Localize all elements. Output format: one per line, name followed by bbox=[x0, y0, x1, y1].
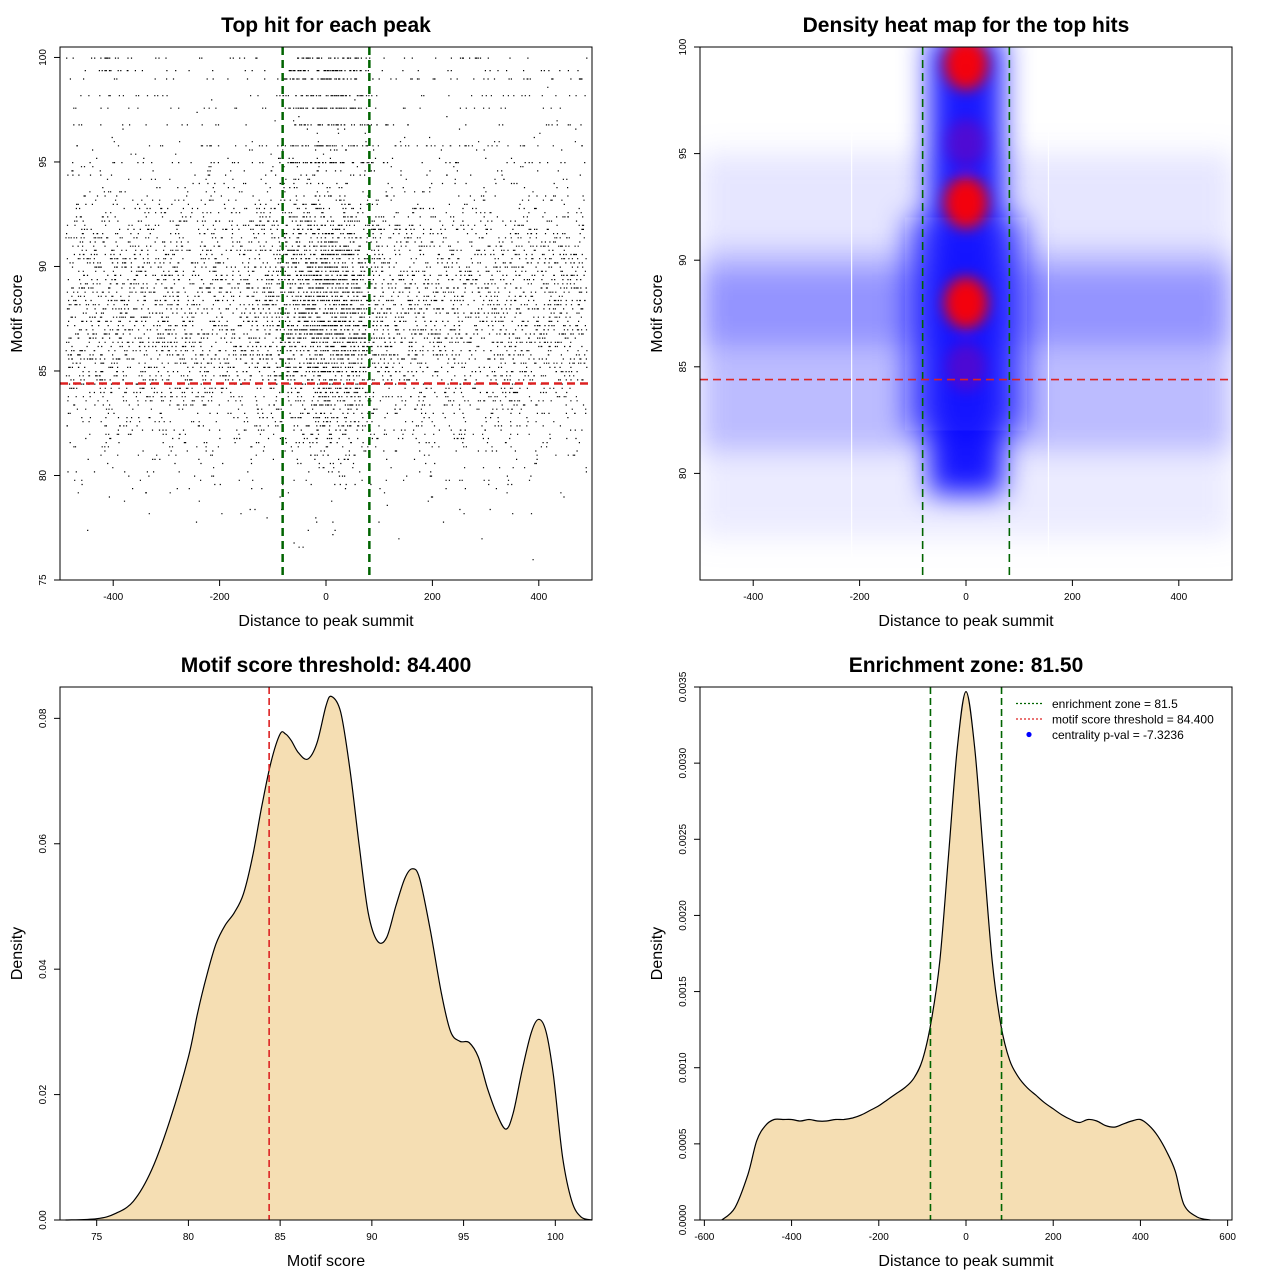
y-tick-label: 85 bbox=[678, 361, 689, 373]
legend: enrichment zone = 81.5 motif score thresh… bbox=[1016, 697, 1214, 742]
chart-title: Motif score threshold: 84.400 bbox=[181, 654, 472, 677]
x-tick-label: 400 bbox=[1132, 1232, 1149, 1243]
y-tick-label: 0.02 bbox=[38, 1084, 49, 1104]
x-tick-label: 200 bbox=[1064, 592, 1081, 603]
density-curve bbox=[721, 690, 1211, 1221]
chart-title: Top hit for each peak bbox=[221, 14, 431, 37]
y-tick-label: 85 bbox=[38, 365, 49, 377]
x-tick-label: 200 bbox=[1045, 1232, 1062, 1243]
y-axis-label: Density bbox=[9, 927, 26, 980]
y-axis-label: Motif score bbox=[9, 274, 26, 352]
y-tick-label: 0.0010 bbox=[678, 1052, 689, 1083]
density-hotspot bbox=[946, 118, 986, 167]
y-tick-label: 95 bbox=[678, 148, 689, 160]
x-tick-label: 400 bbox=[1170, 592, 1187, 603]
plot-frame bbox=[59, 46, 593, 581]
density-area bbox=[65, 696, 592, 1220]
x-tick-label: 75 bbox=[91, 1232, 103, 1243]
y-tick-label: 0.0025 bbox=[678, 824, 689, 855]
y-tick-label: 80 bbox=[38, 469, 49, 481]
y-tick-label: 0.0035 bbox=[678, 671, 689, 702]
density-hotspot bbox=[946, 342, 986, 391]
y-tick-label: 0.0020 bbox=[678, 900, 689, 931]
plot-frame bbox=[699, 46, 1233, 581]
x-tick-label: 600 bbox=[1219, 1232, 1236, 1243]
y-tick-label: 75 bbox=[38, 574, 49, 586]
scatter-points bbox=[65, 57, 588, 561]
y-tick-label: 0.06 bbox=[38, 834, 49, 854]
y-axis-label: Density bbox=[649, 927, 666, 980]
legend-label: centrality p-val = -7.3236 bbox=[1052, 728, 1184, 742]
density-area bbox=[721, 691, 1211, 1220]
chart-title: Enrichment zone: 81.50 bbox=[849, 654, 1084, 677]
x-tick-label: 85 bbox=[275, 1232, 287, 1243]
y-tick-label: 95 bbox=[38, 156, 49, 168]
x-tick-label: 80 bbox=[183, 1232, 195, 1243]
distance-density-panel: Enrichment zone: 81.50 Distance to peak s… bbox=[649, 654, 1236, 1270]
x-tick-label: -400 bbox=[782, 1232, 802, 1243]
x-tick-label: 0 bbox=[963, 1232, 969, 1243]
y-tick-label: 80 bbox=[678, 467, 689, 479]
y-tick-label: 90 bbox=[38, 260, 49, 272]
x-tick-label: -600 bbox=[694, 1232, 714, 1243]
plot-frame bbox=[59, 686, 593, 1221]
y-tick-label: 0.0030 bbox=[678, 747, 689, 778]
x-tick-label: 100 bbox=[547, 1232, 564, 1243]
y-tick-label: 0.0005 bbox=[678, 1128, 689, 1159]
y-tick-label: 0.0000 bbox=[678, 1204, 689, 1235]
x-tick-label: -200 bbox=[869, 1232, 889, 1243]
scatter-panel: Top hit for each peak Distance to peak su… bbox=[9, 14, 593, 630]
x-tick-label: 0 bbox=[963, 592, 969, 603]
x-tick-label: 90 bbox=[366, 1232, 378, 1243]
density-hotspot bbox=[944, 276, 988, 329]
y-tick-label: 0.08 bbox=[38, 708, 49, 728]
x-tick-label: 0 bbox=[323, 592, 329, 603]
legend-label: motif score threshold = 84.400 bbox=[1052, 713, 1214, 727]
x-tick-label: 400 bbox=[530, 592, 547, 603]
x-axis-label: Distance to peak summit bbox=[878, 1253, 1054, 1270]
legend-marker bbox=[1026, 731, 1032, 738]
y-axis-label: Motif score bbox=[649, 274, 666, 352]
heatmap-field bbox=[700, 47, 1232, 580]
heatmap-panel: Density heat map for the top hits Distanc… bbox=[649, 14, 1233, 630]
y-tick-label: 100 bbox=[678, 38, 689, 55]
x-tick-label: -200 bbox=[210, 592, 230, 603]
x-axis-label: Distance to peak summit bbox=[878, 613, 1054, 630]
density-hotspot bbox=[944, 176, 988, 229]
legend-label: enrichment zone = 81.5 bbox=[1052, 697, 1178, 711]
chart-title: Density heat map for the top hits bbox=[803, 14, 1130, 37]
x-tick-label: -400 bbox=[743, 592, 763, 603]
y-tick-label: 0.04 bbox=[38, 959, 49, 979]
x-tick-label: 95 bbox=[458, 1232, 470, 1243]
y-tick-label: 100 bbox=[38, 49, 49, 66]
density-column bbox=[904, 47, 1028, 495]
density-hotspot bbox=[944, 47, 988, 91]
x-tick-label: 200 bbox=[424, 592, 441, 603]
y-tick-label: 0.0015 bbox=[678, 976, 689, 1007]
x-tick-label: -200 bbox=[850, 592, 870, 603]
density-curve bbox=[65, 695, 593, 1221]
x-axis-label: Distance to peak summit bbox=[238, 613, 414, 630]
y-tick-label: 0.00 bbox=[38, 1210, 49, 1230]
scatter-point-cloud bbox=[65, 57, 588, 561]
x-tick-label: -400 bbox=[103, 592, 123, 603]
y-tick-label: 90 bbox=[678, 254, 689, 266]
plot-frame bbox=[699, 686, 1233, 1221]
score-density-panel: Motif score threshold: 84.400 Motif score… bbox=[9, 654, 593, 1270]
x-axis-label: Motif score bbox=[287, 1253, 365, 1270]
